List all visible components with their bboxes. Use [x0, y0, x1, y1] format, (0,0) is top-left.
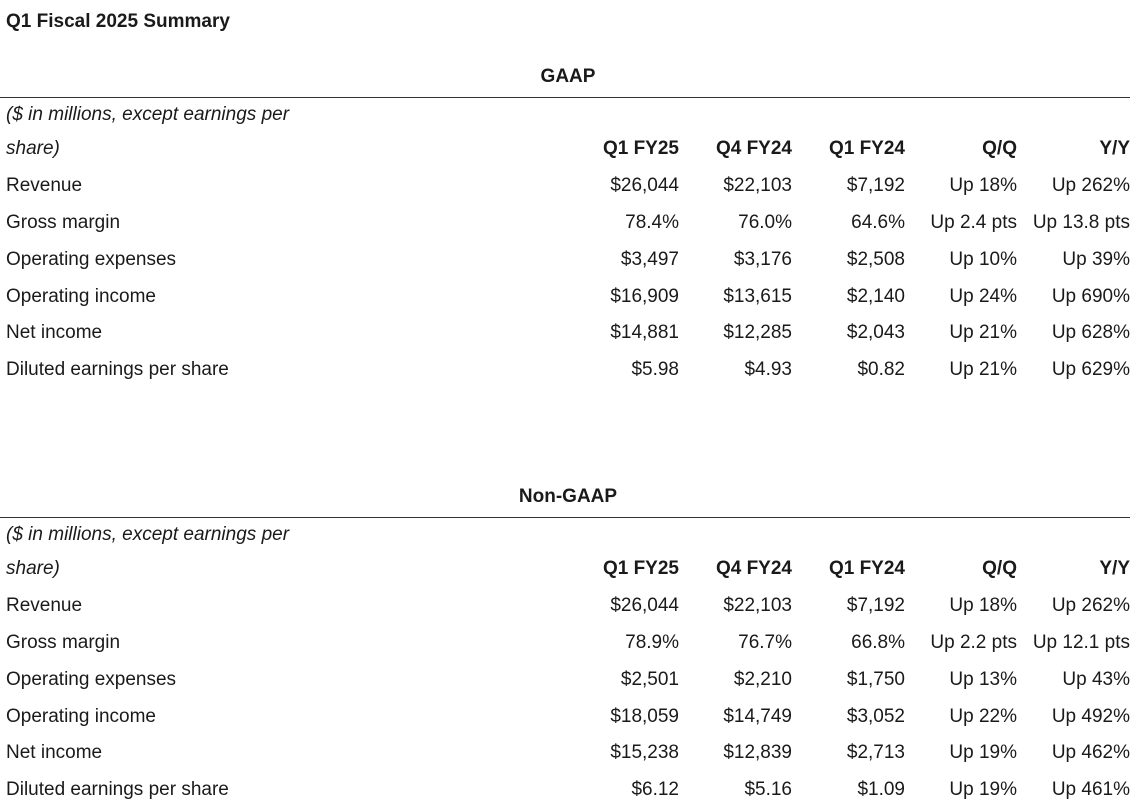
column-header: Q4 FY24 [715, 138, 792, 159]
column-header: Y/Y [1099, 558, 1130, 579]
cell: Up 2.2 pts [930, 632, 1017, 653]
cell: 76.7% [738, 632, 792, 653]
cell: Up 19% [949, 742, 1017, 763]
cell: $26,044 [610, 175, 679, 196]
row-label: Operating income [6, 706, 156, 727]
column-header: Q/Q [982, 138, 1017, 159]
cell: $7,192 [846, 175, 905, 196]
section-heading: GAAP [540, 66, 596, 87]
cell: $3,176 [733, 249, 792, 270]
row-label: Revenue [6, 595, 83, 616]
row-label: Net income [6, 322, 103, 343]
cell: $14,749 [723, 706, 792, 727]
cell: Up 39% [1062, 249, 1130, 270]
cell: $14,881 [610, 322, 679, 343]
cell: $16,909 [610, 286, 679, 307]
column-header: Q1 FY25 [602, 138, 679, 159]
column-header: Q1 FY25 [602, 558, 679, 579]
cell: $2,043 [846, 322, 905, 343]
cell: Up 492% [1051, 706, 1130, 727]
cell: $3,497 [620, 249, 679, 270]
cell: Up 262% [1051, 595, 1130, 616]
cell: Up 22% [949, 706, 1017, 727]
cell: 78.4% [625, 212, 679, 233]
cell: $1,750 [846, 669, 905, 690]
row-label: Gross margin [6, 632, 121, 653]
cell: $15,238 [610, 742, 679, 763]
cell: Up 461% [1051, 779, 1130, 800]
cell: Up 21% [949, 322, 1017, 343]
cell: Up 262% [1051, 175, 1130, 196]
cell: $22,103 [723, 175, 792, 196]
cell: $2,713 [846, 742, 905, 763]
cell: 64.6% [851, 212, 905, 233]
row-label: Operating expenses [6, 249, 177, 270]
cell: Up 24% [949, 286, 1017, 307]
row-label: Diluted earnings per share [6, 779, 229, 800]
cell: $4.93 [744, 359, 792, 380]
cell: $0.82 [857, 359, 905, 380]
cell: $13,615 [723, 286, 792, 307]
cell: $3,052 [846, 706, 905, 727]
row-label: Diluted earnings per share [6, 359, 229, 380]
cell: Up 43% [1062, 669, 1130, 690]
column-header: Y/Y [1099, 138, 1130, 159]
cell: $18,059 [610, 706, 679, 727]
units-note: ($ in millions, except earnings per shar… [6, 524, 290, 579]
cell: Up 13.8 pts [1032, 212, 1130, 233]
cell: Up 18% [949, 175, 1017, 196]
cell: $5.98 [631, 359, 679, 380]
cell: 66.8% [851, 632, 905, 653]
units-note: ($ in millions, except earnings per shar… [6, 104, 290, 159]
cell: $5.16 [744, 779, 792, 800]
cell: $2,140 [846, 286, 905, 307]
section-heading: Non-GAAP [518, 486, 618, 507]
cell: Up 12.1 pts [1032, 632, 1130, 653]
cell: $2,210 [733, 669, 792, 690]
cell: $1.09 [857, 779, 905, 800]
row-label: Operating income [6, 286, 156, 307]
cell: $12,839 [723, 742, 792, 763]
cell: Up 462% [1051, 742, 1130, 763]
cell: $6.12 [631, 779, 679, 800]
cell: $7,192 [846, 595, 905, 616]
column-header: Q1 FY24 [828, 558, 905, 579]
cell: Up 629% [1051, 359, 1130, 380]
column-header: Q1 FY24 [828, 138, 905, 159]
divider [0, 97, 1130, 98]
cell: Up 690% [1051, 286, 1130, 307]
column-header: Q4 FY24 [715, 558, 792, 579]
row-label: Revenue [6, 175, 83, 196]
cell: Up 10% [949, 249, 1017, 270]
row-label: Gross margin [6, 212, 121, 233]
row-label: Operating expenses [6, 669, 177, 690]
cell: Up 21% [949, 359, 1017, 380]
cell: Up 19% [949, 779, 1017, 800]
cell: Up 13% [949, 669, 1017, 690]
cell: Up 18% [949, 595, 1017, 616]
cell: $26,044 [610, 595, 679, 616]
cell: $2,501 [620, 669, 679, 690]
cell: Up 2.4 pts [930, 212, 1017, 233]
cell: $22,103 [723, 595, 792, 616]
cell: Up 628% [1051, 322, 1130, 343]
cell: $12,285 [723, 322, 792, 343]
title: Q1 Fiscal 2025 Summary [6, 11, 230, 32]
row-label: Net income [6, 742, 103, 763]
cell: 76.0% [738, 212, 792, 233]
cell: 78.9% [625, 632, 679, 653]
column-header: Q/Q [982, 558, 1017, 579]
cell: $2,508 [846, 249, 905, 270]
divider [0, 517, 1130, 518]
